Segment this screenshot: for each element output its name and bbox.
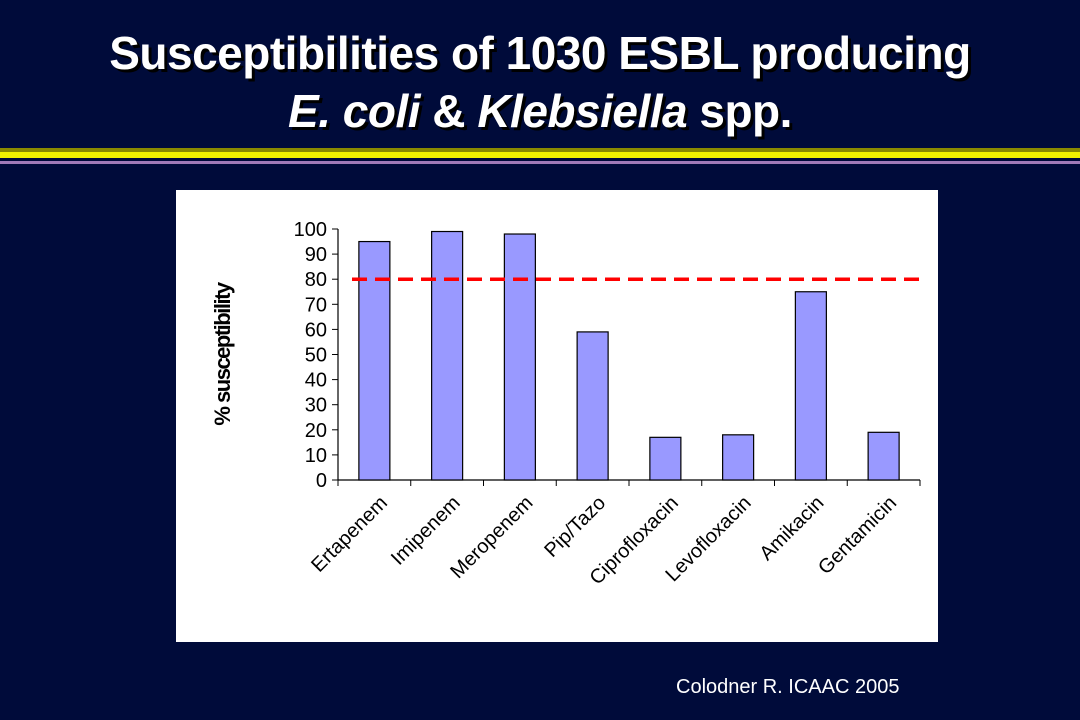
header-rule-yellow (0, 152, 1080, 158)
title-spp: spp. (687, 85, 792, 137)
bar-ertapenem (358, 240, 391, 481)
y-tick-label: 10 (305, 445, 327, 467)
y-tick-label: 60 (305, 319, 327, 341)
bar-levofloxacin (722, 434, 755, 481)
bar-gentamicin (867, 431, 900, 481)
title-ecoli: E. coli (288, 85, 421, 137)
x-tick-label: Imipenem (387, 492, 465, 570)
bar-chart: 0 10 20 30 40 50 60 70 80 90 100 % susceptibility Er… (210, 219, 921, 589)
bar-ciprofloxacin (649, 436, 682, 481)
citation: Colodner R. ICAAC 2005 (676, 676, 900, 698)
y-tick-label: 80 (305, 269, 327, 291)
x-tick-label: Amikacin (755, 492, 828, 565)
bar-amikacin (794, 291, 827, 481)
y-tick-label: 20 (305, 420, 327, 442)
y-tick-label: 100 (294, 219, 327, 241)
y-tick-label: 70 (305, 294, 327, 316)
y-tick-label: 30 (305, 395, 327, 417)
x-tick-label: Pip/Tazo (540, 492, 610, 562)
bar-meropenem (503, 233, 536, 481)
title-ampersand: & (420, 85, 478, 137)
title-klebsiella: Klebsiella (477, 85, 688, 137)
y-axis-label: % susceptibility (210, 281, 235, 426)
y-tick-label: 0 (316, 470, 327, 492)
y-tick-label: 90 (305, 244, 327, 266)
bar-imipenem (431, 230, 464, 481)
header-rule-purple (0, 161, 1080, 164)
title-line-1: Susceptibilities of 1030 ESBL producing (109, 27, 971, 79)
slide-title: Susceptibilities of 1030 ESBL producing … (0, 24, 1080, 140)
y-tick-label: 50 (305, 345, 327, 367)
x-tick-label: Ertapenem (307, 492, 392, 577)
bar-pip-tazo (576, 331, 609, 481)
header-rule-olive (0, 148, 1080, 152)
chart-panel: 0 10 20 30 40 50 60 70 80 90 100 % susceptibility Er… (176, 190, 938, 642)
title-line-2: E. coli & Klebsiella spp. (0, 82, 1080, 140)
y-tick-label: 40 (305, 370, 327, 392)
x-tick-label: Gentamicin (814, 492, 901, 579)
